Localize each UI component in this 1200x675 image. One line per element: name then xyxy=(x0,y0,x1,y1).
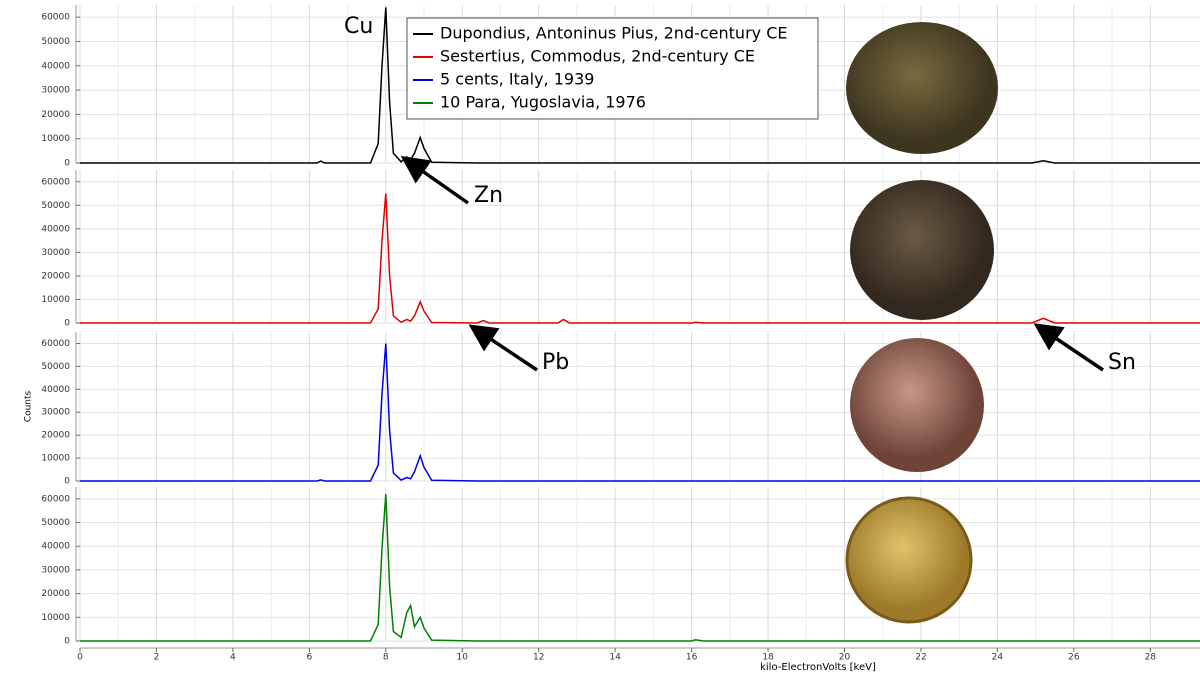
spectrum-line xyxy=(80,494,1200,642)
y-tick-label: 60000 xyxy=(41,177,70,187)
annotation: Sn xyxy=(1108,350,1136,375)
coin-image xyxy=(845,496,973,624)
y-tick-label: 40000 xyxy=(41,385,70,395)
x-tick-label: 4 xyxy=(230,653,236,663)
y-tick-label: 30000 xyxy=(41,565,70,575)
x-tick-label: 24 xyxy=(992,653,1004,663)
annotation: Zn xyxy=(474,183,503,208)
x-axis-label: kilo-ElectronVolts [keV] xyxy=(760,662,876,673)
y-tick-label: 50000 xyxy=(41,37,70,47)
x-tick-label: 2 xyxy=(154,653,160,663)
y-tick-label: 20000 xyxy=(41,271,70,281)
x-tick-label: 22 xyxy=(915,653,926,663)
x-tick-label: 8 xyxy=(383,653,389,663)
y-tick-label: 30000 xyxy=(41,408,70,418)
y-tick-label: 50000 xyxy=(41,362,70,372)
legend-label: Dupondius, Antoninus Pius, 2nd-century C… xyxy=(440,24,787,43)
y-tick-label: 30000 xyxy=(41,86,70,96)
y-tick-label: 20000 xyxy=(41,110,70,120)
y-tick-label: 0 xyxy=(64,319,70,329)
annotation: Cu xyxy=(344,14,373,39)
coin-image xyxy=(850,180,994,320)
annotations: Cu Zn Pb Sn xyxy=(344,14,1136,375)
y-tick-label: 50000 xyxy=(41,201,70,211)
y-tick-label: 10000 xyxy=(41,454,70,464)
legend: Dupondius, Antoninus Pius, 2nd-century C… xyxy=(406,17,819,120)
legend-box xyxy=(406,17,819,120)
annotation-arrow xyxy=(1033,323,1104,372)
annotation-arrow xyxy=(400,155,470,205)
annotation: Pb xyxy=(542,350,569,375)
x-tick-label: 14 xyxy=(609,653,621,663)
plot-lines xyxy=(80,7,1200,642)
x-tick-label: 0 xyxy=(77,653,83,663)
y-tick-label: 0 xyxy=(64,637,70,647)
coin-image xyxy=(846,22,998,154)
y-tick-label: 40000 xyxy=(41,61,70,71)
spectrum-line xyxy=(80,7,1200,164)
y-tick-label: 30000 xyxy=(41,248,70,258)
y-tick-label: 60000 xyxy=(41,494,70,504)
annotation-arrow xyxy=(468,324,538,372)
y-tick-label: 10000 xyxy=(41,134,70,144)
y-tick-label: 40000 xyxy=(41,542,70,552)
x-tick-label: 18 xyxy=(762,653,774,663)
y-tick-label: 20000 xyxy=(41,589,70,599)
coin-image xyxy=(850,338,984,472)
x-tick-label: 28 xyxy=(1145,653,1157,663)
spectrum-line xyxy=(80,193,1200,324)
x-tick-label: 20 xyxy=(839,653,851,663)
y-tick-label: 0 xyxy=(64,159,70,169)
spectrum-line xyxy=(80,343,1200,482)
x-tick-label: 10 xyxy=(457,653,469,663)
x-tick-label: 26 xyxy=(1068,653,1080,663)
y-tick-label: 40000 xyxy=(41,224,70,234)
y-tick-label: 60000 xyxy=(41,339,70,349)
y-axis-label: Counts xyxy=(24,390,34,422)
x-tick-label: 12 xyxy=(533,653,544,663)
coin-images xyxy=(845,22,998,624)
y-tick-label: 10000 xyxy=(41,295,70,305)
x-tick-label: 6 xyxy=(306,653,312,663)
y-tick-label: 20000 xyxy=(41,431,70,441)
y-tick-label: 50000 xyxy=(41,518,70,528)
y-tick-label: 60000 xyxy=(41,13,70,23)
x-tick-label: 16 xyxy=(686,653,698,663)
legend-label: 10 Para, Yugoslavia, 1976 xyxy=(440,93,646,112)
y-tick-label: 0 xyxy=(64,477,70,487)
y-tick-label: 10000 xyxy=(41,613,70,623)
legend-label: 5 cents, Italy, 1939 xyxy=(440,70,594,89)
legend-label: Sestertius, Commodus, 2nd-century CE xyxy=(440,47,755,66)
